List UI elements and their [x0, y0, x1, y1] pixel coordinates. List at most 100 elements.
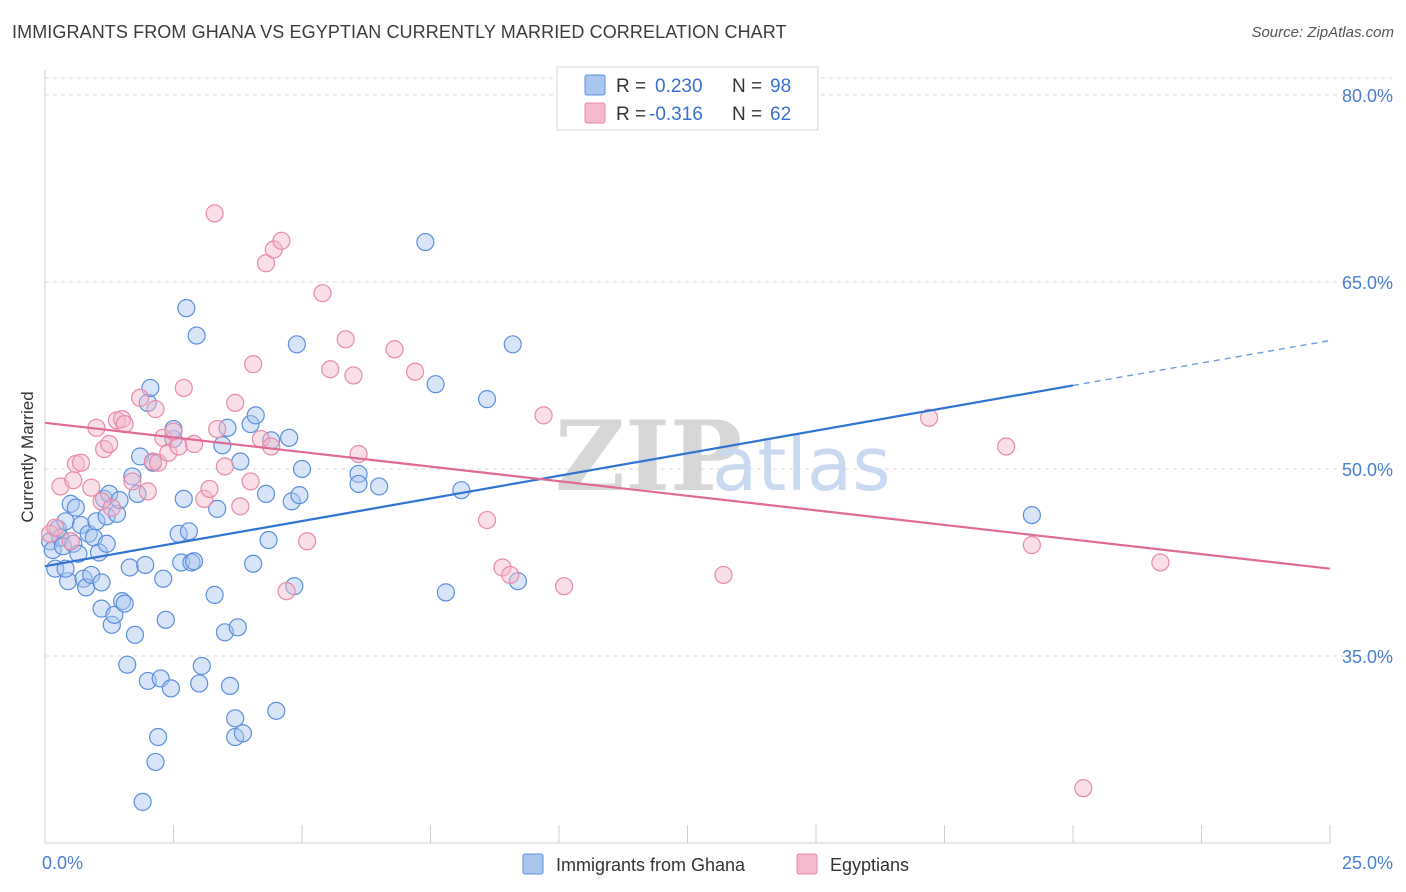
- legend-swatch-egypt: [584, 102, 606, 124]
- point-ghana-77: [267, 701, 286, 720]
- point-ghana-32: [120, 558, 139, 577]
- point-egypt-4: [64, 471, 83, 490]
- point-egypt-41: [272, 231, 291, 250]
- point-ghana-70: [233, 724, 252, 743]
- point-ghana-88: [426, 375, 445, 394]
- point-ghana-97: [179, 522, 199, 541]
- point-egypt-28: [195, 489, 214, 508]
- point-ghana-44: [148, 727, 168, 747]
- point-egypt-7: [82, 478, 101, 497]
- point-ghana-81: [287, 335, 306, 354]
- point-egypt-52: [493, 558, 512, 577]
- point-ghana-53: [174, 489, 193, 508]
- point-egypt-31: [208, 419, 227, 439]
- legend-r-label-egypt: R =: [616, 104, 646, 125]
- point-ghana-68: [228, 618, 247, 637]
- y-tick-label-0: 35.0%: [1342, 647, 1393, 667]
- point-ghana-33: [123, 467, 142, 486]
- point-egypt-34: [231, 497, 250, 516]
- point-egypt-15: [115, 414, 134, 434]
- point-egypt-1: [46, 518, 65, 537]
- point-ghana-78: [280, 428, 299, 447]
- point-egypt-18: [138, 482, 157, 501]
- point-egypt-32: [215, 457, 234, 476]
- y-tick-label-3: 80.0%: [1342, 86, 1393, 106]
- point-egypt-23: [159, 443, 178, 462]
- axes: [44, 70, 1331, 844]
- point-egypt-26: [174, 378, 193, 398]
- point-egypt-57: [919, 408, 939, 427]
- point-ghana-85: [349, 474, 368, 494]
- point-ghana-47: [156, 610, 175, 629]
- point-ghana-28: [110, 491, 129, 510]
- trendline-ghana-extension: [1072, 339, 1331, 387]
- point-ghana-87: [416, 232, 435, 252]
- point-ghana-96: [97, 534, 116, 553]
- point-egypt-60: [1151, 553, 1170, 572]
- point-ghana-20: [92, 573, 111, 592]
- point-ghana-83: [292, 459, 312, 479]
- point-ghana-69: [231, 452, 250, 471]
- point-ghana-16: [82, 565, 101, 585]
- legend-bottom-swatch-ghana: [522, 853, 544, 875]
- point-ghana-10: [66, 498, 85, 517]
- series-egypt-points: [41, 204, 1170, 798]
- point-egypt-10: [95, 439, 114, 459]
- point-egypt-25: [169, 437, 188, 456]
- point-ghana-94: [1022, 505, 1041, 525]
- watermark-zip: ZIP: [555, 400, 742, 513]
- trendline-egypt: [44, 421, 1331, 570]
- point-ghana-57: [187, 326, 206, 345]
- point-ghana-54: [177, 299, 196, 318]
- legend-n-label-egypt: N =: [732, 104, 762, 125]
- point-egypt-44: [313, 284, 332, 303]
- x-tick-label-0: 0.0%: [42, 853, 83, 873]
- point-ghana-61: [208, 499, 227, 518]
- point-ghana-58: [190, 674, 209, 693]
- point-ghana-43: [146, 752, 165, 772]
- point-egypt-20: [146, 400, 165, 419]
- point-ghana-29: [112, 592, 132, 611]
- series-ghana-points: [41, 232, 1041, 811]
- point-ghana-90: [452, 481, 471, 500]
- point-ghana-24: [100, 484, 119, 504]
- point-egypt-6: [71, 453, 91, 472]
- point-egypt-53: [501, 565, 520, 585]
- point-egypt-9: [92, 492, 111, 511]
- point-egypt-11: [100, 434, 119, 454]
- point-egypt-30: [205, 204, 224, 223]
- chart-title: IMMIGRANTS FROM GHANA VS EGYPTIAN CURREN…: [12, 22, 787, 42]
- point-egypt-45: [321, 360, 340, 379]
- legend-n-label-ghana: N =: [732, 76, 762, 97]
- legend-n-value-egypt: 62: [770, 104, 791, 125]
- y-axis-title: Currently Married: [18, 391, 37, 522]
- point-ghana-73: [246, 406, 265, 425]
- point-ghana-6: [56, 512, 75, 531]
- y-tick-label-1: 50.0%: [1342, 460, 1393, 480]
- point-egypt-36: [244, 355, 263, 374]
- point-ghana-48: [161, 679, 181, 698]
- y-tick-label-2: 65.0%: [1342, 273, 1393, 293]
- point-ghana-37: [133, 792, 152, 811]
- point-ghana-62: [213, 436, 232, 455]
- watermark: ZIP atlas: [555, 400, 891, 513]
- point-ghana-26: [105, 605, 124, 624]
- x-tick-label-1: 25.0%: [1342, 853, 1393, 873]
- point-ghana-65: [220, 676, 240, 696]
- point-egypt-56: [714, 565, 733, 585]
- point-egypt-14: [112, 409, 132, 429]
- point-egypt-46: [336, 330, 355, 349]
- source-label: Source: ZipAtlas.com: [1251, 24, 1394, 41]
- point-ghana-75: [259, 530, 278, 550]
- point-ghana-56: [184, 552, 204, 571]
- point-ghana-91: [477, 390, 497, 409]
- point-egypt-3: [61, 532, 80, 551]
- point-egypt-33: [226, 393, 245, 412]
- legend-n-value-ghana: 98: [770, 76, 791, 97]
- point-ghana-74: [256, 484, 276, 504]
- legend-swatch-ghana: [584, 74, 606, 96]
- legend-bottom: Immigrants from Ghana Egyptians: [522, 853, 909, 875]
- point-ghana-92: [503, 335, 522, 354]
- point-ghana-84: [349, 464, 368, 484]
- legend-r-value-ghana: 0.230: [655, 76, 703, 97]
